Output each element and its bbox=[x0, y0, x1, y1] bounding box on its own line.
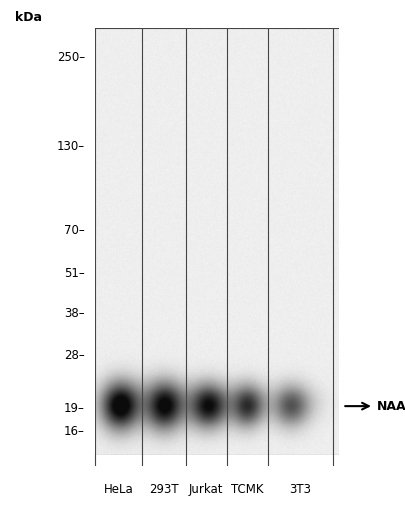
Text: 3T3: 3T3 bbox=[289, 483, 311, 496]
Text: 293T: 293T bbox=[149, 483, 178, 496]
Text: kDa: kDa bbox=[15, 11, 42, 24]
Text: TCMK: TCMK bbox=[231, 483, 263, 496]
Text: HeLa: HeLa bbox=[103, 483, 133, 496]
Text: 16–: 16– bbox=[64, 425, 85, 438]
Text: 70–: 70– bbox=[64, 224, 85, 237]
Text: 19–: 19– bbox=[64, 402, 85, 415]
Text: 250–: 250– bbox=[57, 51, 85, 64]
Text: NAA50: NAA50 bbox=[376, 400, 405, 412]
Text: 28–: 28– bbox=[64, 349, 85, 362]
Text: 130–: 130– bbox=[57, 140, 85, 153]
Text: 38–: 38– bbox=[64, 308, 85, 320]
Text: Jurkat: Jurkat bbox=[189, 483, 223, 496]
Text: 51–: 51– bbox=[64, 267, 85, 281]
